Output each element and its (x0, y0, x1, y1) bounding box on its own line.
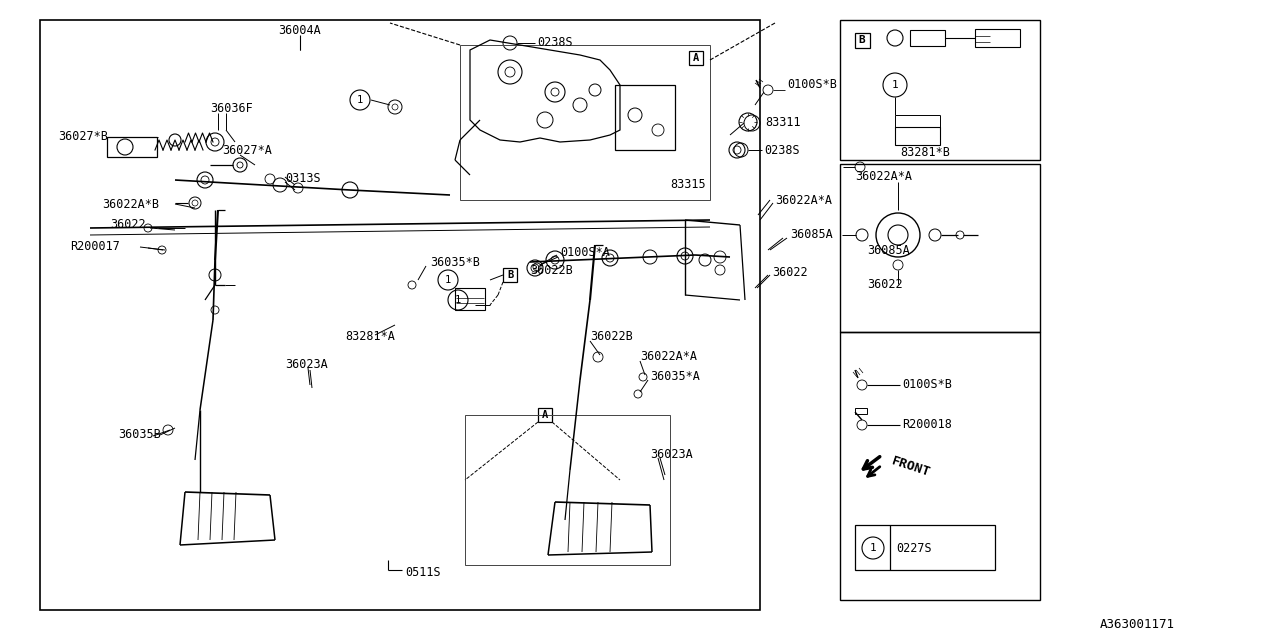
Bar (910, 30, 945, 46)
Text: 36022: 36022 (867, 278, 902, 291)
Bar (460, 45, 710, 200)
Bar (840, 20, 1039, 160)
Bar (975, 29, 1020, 47)
Text: 1: 1 (357, 95, 364, 105)
Text: R200017: R200017 (70, 241, 120, 253)
Text: A: A (692, 53, 699, 63)
Bar (840, 332, 1039, 600)
Text: 83311: 83311 (765, 116, 800, 129)
Text: 36027*A: 36027*A (221, 143, 271, 157)
Text: 36085A: 36085A (867, 243, 910, 257)
Text: 0100S*A: 0100S*A (561, 246, 609, 259)
Text: B: B (507, 270, 513, 280)
Text: 0100S*B: 0100S*B (787, 79, 837, 92)
Text: 36023A: 36023A (650, 449, 692, 461)
Bar (855, 525, 995, 570)
Text: 0511S: 0511S (404, 566, 440, 579)
Text: 36036F: 36036F (210, 102, 252, 115)
Text: A: A (541, 410, 548, 420)
Bar (108, 137, 157, 157)
Bar (614, 85, 675, 150)
Bar (503, 268, 517, 282)
Text: 0227S: 0227S (896, 541, 932, 554)
Text: 0238S: 0238S (764, 143, 800, 157)
Text: 36022B: 36022B (590, 330, 632, 344)
Text: 36035B: 36035B (118, 429, 161, 442)
Text: 83281*A: 83281*A (346, 330, 394, 344)
Text: 0238S: 0238S (538, 36, 572, 49)
Text: 1: 1 (454, 295, 461, 305)
Bar (40, 20, 760, 610)
Text: 0100S*B: 0100S*B (902, 378, 952, 392)
Text: A363001171: A363001171 (1100, 618, 1175, 632)
Bar (538, 408, 552, 422)
Text: 1: 1 (892, 80, 899, 90)
Text: 36022A*A: 36022A*A (855, 170, 911, 184)
Text: 36022A*A: 36022A*A (774, 193, 832, 207)
Bar (840, 164, 1039, 332)
Text: 83315: 83315 (669, 179, 705, 191)
Text: 36085A: 36085A (790, 228, 833, 241)
Text: 36022: 36022 (772, 266, 808, 278)
Text: 36022B: 36022B (530, 264, 572, 276)
Text: 36004A: 36004A (279, 24, 321, 36)
Text: 36022A*B: 36022A*B (102, 198, 159, 211)
Text: 36035*A: 36035*A (650, 371, 700, 383)
Bar (895, 127, 940, 145)
Bar (855, 408, 867, 414)
Text: 0313S: 0313S (285, 173, 320, 186)
Text: 1: 1 (445, 275, 451, 285)
Text: 1: 1 (869, 543, 877, 553)
Bar (454, 288, 485, 310)
Bar (689, 51, 703, 65)
Text: B: B (859, 35, 865, 45)
Text: 36035*B: 36035*B (430, 255, 480, 269)
Text: 36027*B: 36027*B (58, 131, 108, 143)
Text: R200018: R200018 (902, 419, 952, 431)
Text: FRONT: FRONT (890, 454, 932, 479)
Bar (465, 415, 669, 565)
Text: 83281*B: 83281*B (900, 147, 950, 159)
Bar (855, 33, 869, 47)
Text: 36023A: 36023A (285, 358, 328, 371)
Text: 36022: 36022 (110, 218, 146, 232)
Text: 36022A*A: 36022A*A (640, 351, 698, 364)
